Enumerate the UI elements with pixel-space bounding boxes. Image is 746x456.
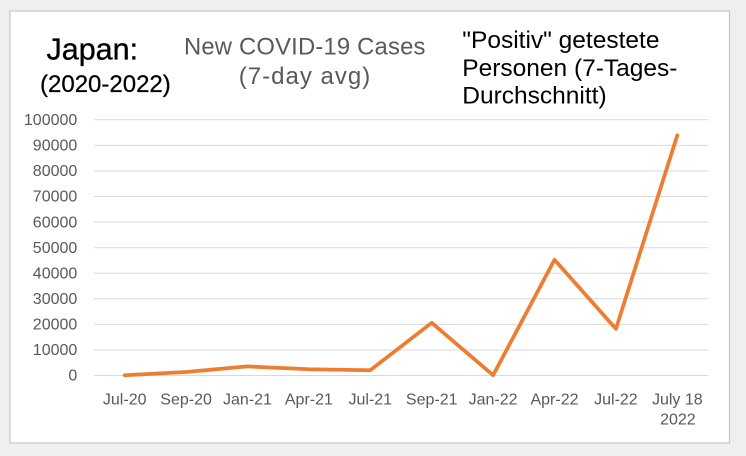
svg-text:New COVID-19 Cases: New COVID-19 Cases: [184, 34, 426, 61]
svg-text:100000: 100000: [24, 112, 77, 129]
svg-text:(2020-2022): (2020-2022): [40, 71, 171, 98]
svg-text:Jan-22: Jan-22: [469, 392, 518, 409]
svg-text:50000: 50000: [33, 240, 78, 257]
svg-text:Jul-21: Jul-21: [349, 392, 393, 409]
svg-text:20000: 20000: [33, 317, 78, 334]
svg-text:40000: 40000: [33, 265, 78, 282]
svg-text:10000: 10000: [33, 342, 78, 359]
svg-text:July 18: July 18: [652, 392, 703, 409]
svg-text:80000: 80000: [33, 163, 78, 180]
svg-text:"Positiv" getestete: "Positiv" getestete: [462, 27, 659, 54]
svg-text:Personen (7-Tages-: Personen (7-Tages-: [462, 55, 677, 82]
svg-text:Durchschnitt): Durchschnitt): [462, 83, 606, 110]
svg-text:Sep-20: Sep-20: [160, 392, 212, 409]
svg-text:Jul-20: Jul-20: [103, 392, 147, 409]
svg-text:Sep-21: Sep-21: [406, 392, 458, 409]
svg-text:Jan-21: Jan-21: [223, 392, 272, 409]
svg-text:(7-day avg): (7-day avg): [239, 63, 371, 90]
svg-text:0: 0: [68, 368, 77, 385]
svg-text:Jul-22: Jul-22: [594, 392, 638, 409]
svg-text:Apr-21: Apr-21: [285, 392, 333, 409]
svg-text:70000: 70000: [33, 189, 78, 206]
svg-text:90000: 90000: [33, 138, 78, 155]
svg-text:Apr-22: Apr-22: [530, 392, 578, 409]
svg-text:Japan:: Japan:: [47, 33, 139, 67]
svg-text:30000: 30000: [33, 291, 78, 308]
svg-text:60000: 60000: [33, 214, 78, 231]
svg-text:2022: 2022: [660, 412, 696, 429]
